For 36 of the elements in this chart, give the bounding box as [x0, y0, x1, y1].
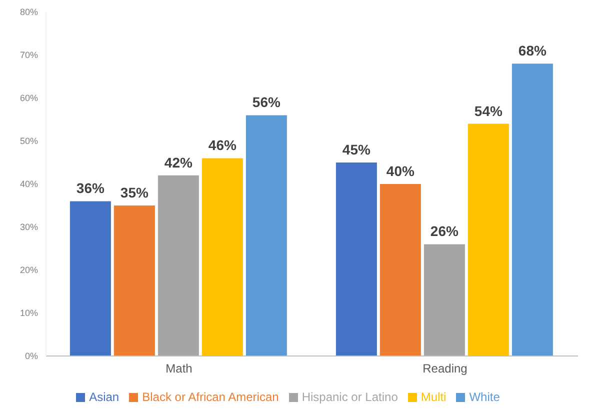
- data-label: 35%: [120, 184, 149, 200]
- bar: [114, 206, 155, 356]
- bar: [512, 64, 553, 356]
- data-label: 45%: [342, 142, 371, 158]
- y-tick-label: 20%: [20, 265, 38, 276]
- legend-label: Hispanic or Latino: [302, 390, 398, 404]
- y-tick-label: 40%: [20, 179, 38, 190]
- data-label: 40%: [386, 163, 415, 179]
- bar: [336, 162, 377, 356]
- y-tick-label: 70%: [20, 50, 38, 60]
- bar: [70, 201, 111, 356]
- y-tick-label: 60%: [20, 93, 38, 104]
- legend-label: Multi: [420, 390, 446, 404]
- legend-label: White: [469, 390, 500, 404]
- data-label: 42%: [164, 154, 193, 170]
- data-label: 68%: [518, 42, 547, 59]
- data-label: 54%: [474, 102, 503, 119]
- bar: [468, 124, 509, 356]
- bar: [424, 244, 465, 356]
- bar: [246, 115, 287, 356]
- bar: [380, 184, 421, 356]
- data-label: 36%: [76, 180, 105, 196]
- x-tick-label: Reading: [422, 362, 468, 376]
- y-tick-label: 0%: [24, 351, 38, 362]
- y-tick-label: 10%: [20, 308, 38, 318]
- y-tick-label: 80%: [20, 7, 38, 18]
- bar: [202, 158, 243, 356]
- y-tick-label: 50%: [20, 136, 38, 146]
- y-tick-label: 30%: [20, 222, 38, 232]
- data-label: 46%: [208, 137, 237, 154]
- legend-label: Black or African American: [142, 390, 279, 404]
- data-label: 56%: [252, 94, 281, 110]
- data-label: 26%: [430, 223, 459, 240]
- x-tick-label: Math: [166, 362, 192, 376]
- bar: [158, 175, 199, 356]
- legend-label: Asian: [89, 390, 120, 404]
